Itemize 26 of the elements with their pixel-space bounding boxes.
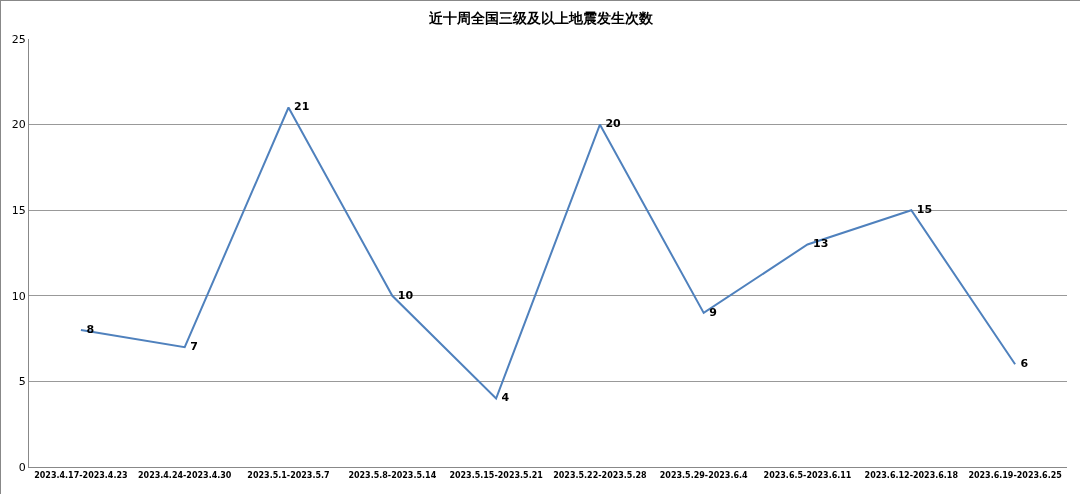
data-label: 10: [392, 288, 414, 302]
x-tick-label: 2023.6.19-2023.6.25: [968, 470, 1063, 480]
data-label: 21: [288, 100, 310, 114]
x-tick-label: 2023.6.5-2023.6.11: [763, 470, 852, 480]
x-tick-label: 2023.5.29-2023.6.4: [659, 470, 749, 480]
y-tick-label: 15: [11, 204, 26, 218]
y-tick-label: 20: [11, 118, 26, 132]
x-tick-label: 2023.4.24-2023.4.30: [138, 470, 232, 480]
x-tick-label: 2023.5.1-2023.5.7: [247, 470, 330, 480]
chart-title: 近十周全国三级及以上地震发生次数: [428, 10, 654, 27]
x-tick-label: 2023.4.17-2023.4.23: [34, 470, 128, 480]
x-tick-label: 2023.5.8-2023.5.14: [348, 470, 437, 480]
data-label: 9: [703, 305, 717, 319]
data-label: 4: [496, 391, 510, 405]
data-label: 15: [911, 202, 933, 216]
y-tick-label: 10: [11, 289, 26, 303]
x-tick-label: 2023.5.22-2023.5.28: [553, 470, 648, 480]
data-label: 20: [599, 117, 622, 131]
y-tick-label: 0: [18, 460, 26, 474]
data-label: 13: [807, 237, 829, 251]
x-tick-label: 2023.6.12-2023.6.18: [864, 470, 959, 480]
data-label: 7: [184, 339, 198, 353]
y-tick-label: 25: [11, 32, 26, 46]
data-label: 6: [1015, 357, 1029, 371]
y-tick-label: 5: [18, 375, 26, 389]
x-tick-label: 2023.5.15-2023.5.21: [449, 470, 544, 480]
